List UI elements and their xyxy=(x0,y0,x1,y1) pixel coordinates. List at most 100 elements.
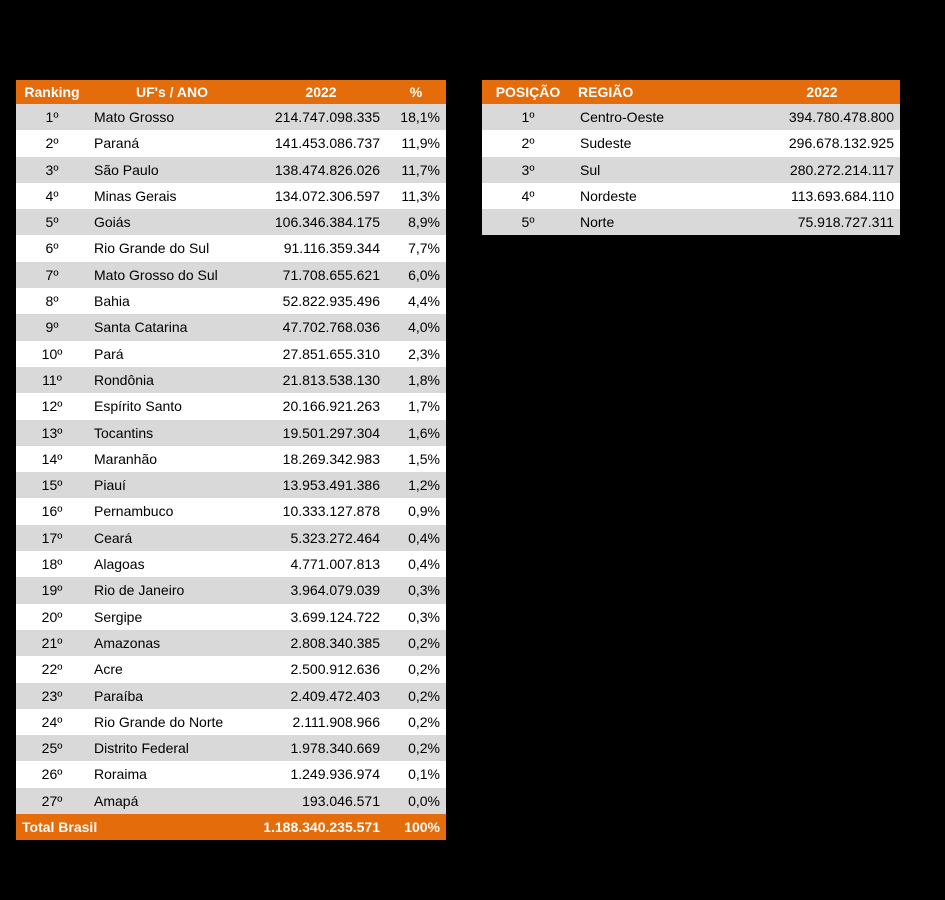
value-cell: 13.953.491.386 xyxy=(256,472,386,498)
pct-cell: 0,2% xyxy=(386,683,446,709)
value-cell: 52.822.935.496 xyxy=(256,288,386,314)
table-row: 14ºMaranhão18.269.342.9831,5% xyxy=(16,446,446,472)
regions-table-header: POSIÇÃO REGIÃO 2022 xyxy=(482,80,900,104)
regions-table-body: 1ºCentro-Oeste394.780.478.8002ºSudeste29… xyxy=(482,104,900,235)
value-cell: 296.678.132.925 xyxy=(744,130,900,156)
uf-cell: São Paulo xyxy=(88,157,256,183)
pct-cell: 1,6% xyxy=(386,420,446,446)
value-cell: 394.780.478.800 xyxy=(744,104,900,130)
uf-cell: Bahia xyxy=(88,288,256,314)
table-row: 4ºNordeste113.693.684.110 xyxy=(482,183,900,209)
rank-cell: 16º xyxy=(16,498,88,524)
header-2022: 2022 xyxy=(256,80,386,104)
uf-cell: Amazonas xyxy=(88,630,256,656)
pos-cell: 3º xyxy=(482,157,574,183)
table-row: 3ºSão Paulo138.474.826.02611,7% xyxy=(16,157,446,183)
pct-cell: 0,4% xyxy=(386,551,446,577)
value-cell: 2.111.908.966 xyxy=(256,709,386,735)
value-cell: 3.964.079.039 xyxy=(256,577,386,603)
uf-cell: Sergipe xyxy=(88,604,256,630)
value-cell: 1.249.936.974 xyxy=(256,761,386,787)
states-table: Ranking UF's / ANO 2022 % 1ºMato Grosso2… xyxy=(16,80,446,840)
pct-cell: 0,2% xyxy=(386,735,446,761)
rank-cell: 7º xyxy=(16,262,88,288)
header-regiao: REGIÃO xyxy=(574,80,744,104)
table-row: 23ºParaíba2.409.472.4030,2% xyxy=(16,683,446,709)
rank-cell: 15º xyxy=(16,472,88,498)
uf-cell: Rio Grande do Sul xyxy=(88,235,256,261)
uf-cell: Roraima xyxy=(88,761,256,787)
uf-cell: Rondônia xyxy=(88,367,256,393)
rank-cell: 20º xyxy=(16,604,88,630)
pct-cell: 0,2% xyxy=(386,630,446,656)
region-cell: Centro-Oeste xyxy=(574,104,744,130)
uf-cell: Espírito Santo xyxy=(88,393,256,419)
pct-cell: 0,2% xyxy=(386,709,446,735)
value-cell: 27.851.655.310 xyxy=(256,341,386,367)
uf-cell: Tocantins xyxy=(88,420,256,446)
total-label: Total Brasil xyxy=(16,814,256,840)
header-pct: % xyxy=(386,80,446,104)
value-cell: 21.813.538.130 xyxy=(256,367,386,393)
pos-cell: 1º xyxy=(482,104,574,130)
table-row: 1ºMato Grosso214.747.098.33518,1% xyxy=(16,104,446,130)
uf-cell: Paraná xyxy=(88,130,256,156)
uf-cell: Distrito Federal xyxy=(88,735,256,761)
table-row: 19ºRio de Janeiro3.964.079.0390,3% xyxy=(16,577,446,603)
uf-cell: Piauí xyxy=(88,472,256,498)
uf-cell: Pernambuco xyxy=(88,498,256,524)
value-cell: 214.747.098.335 xyxy=(256,104,386,130)
value-cell: 138.474.826.026 xyxy=(256,157,386,183)
uf-cell: Rio de Janeiro xyxy=(88,577,256,603)
pct-cell: 0,9% xyxy=(386,498,446,524)
rank-cell: 21º xyxy=(16,630,88,656)
table-row: 3ºSul280.272.214.117 xyxy=(482,157,900,183)
table-row: 6ºRio Grande do Sul91.116.359.3447,7% xyxy=(16,235,446,261)
pct-cell: 0,3% xyxy=(386,604,446,630)
pct-cell: 1,8% xyxy=(386,367,446,393)
rank-cell: 19º xyxy=(16,577,88,603)
table-row: 4ºMinas Gerais134.072.306.59711,3% xyxy=(16,183,446,209)
pct-cell: 1,2% xyxy=(386,472,446,498)
uf-cell: Maranhão xyxy=(88,446,256,472)
pct-cell: 11,3% xyxy=(386,183,446,209)
rank-cell: 12º xyxy=(16,393,88,419)
value-cell: 71.708.655.621 xyxy=(256,262,386,288)
value-cell: 141.453.086.737 xyxy=(256,130,386,156)
table-row: 2ºParaná141.453.086.73711,9% xyxy=(16,130,446,156)
value-cell: 2.808.340.385 xyxy=(256,630,386,656)
table-row: 8ºBahia52.822.935.4964,4% xyxy=(16,288,446,314)
value-cell: 4.771.007.813 xyxy=(256,551,386,577)
uf-cell: Mato Grosso do Sul xyxy=(88,262,256,288)
pct-cell: 8,9% xyxy=(386,209,446,235)
uf-cell: Minas Gerais xyxy=(88,183,256,209)
states-table-body: 1ºMato Grosso214.747.098.33518,1%2ºParan… xyxy=(16,104,446,814)
value-cell: 75.918.727.311 xyxy=(744,209,900,235)
region-cell: Norte xyxy=(574,209,744,235)
rank-cell: 8º xyxy=(16,288,88,314)
pct-cell: 7,7% xyxy=(386,235,446,261)
pct-cell: 6,0% xyxy=(386,262,446,288)
header-uf-ano: UF's / ANO xyxy=(88,80,256,104)
rank-cell: 1º xyxy=(16,104,88,130)
rank-cell: 3º xyxy=(16,157,88,183)
pos-cell: 2º xyxy=(482,130,574,156)
pct-cell: 1,7% xyxy=(386,393,446,419)
table-row: 1ºCentro-Oeste394.780.478.800 xyxy=(482,104,900,130)
table-row: 2ºSudeste296.678.132.925 xyxy=(482,130,900,156)
rank-cell: 13º xyxy=(16,420,88,446)
value-cell: 134.072.306.597 xyxy=(256,183,386,209)
value-cell: 91.116.359.344 xyxy=(256,235,386,261)
rank-cell: 4º xyxy=(16,183,88,209)
rank-cell: 6º xyxy=(16,235,88,261)
uf-cell: Goiás xyxy=(88,209,256,235)
value-cell: 20.166.921.263 xyxy=(256,393,386,419)
tables-wrapper: Ranking UF's / ANO 2022 % 1ºMato Grosso2… xyxy=(16,80,929,840)
pos-cell: 5º xyxy=(482,209,574,235)
table-row: 10ºPará27.851.655.3102,3% xyxy=(16,341,446,367)
total-pct: 100% xyxy=(386,814,446,840)
table-row: 5ºNorte75.918.727.311 xyxy=(482,209,900,235)
rank-cell: 18º xyxy=(16,551,88,577)
pos-cell: 4º xyxy=(482,183,574,209)
table-row: 16ºPernambuco10.333.127.8780,9% xyxy=(16,498,446,524)
